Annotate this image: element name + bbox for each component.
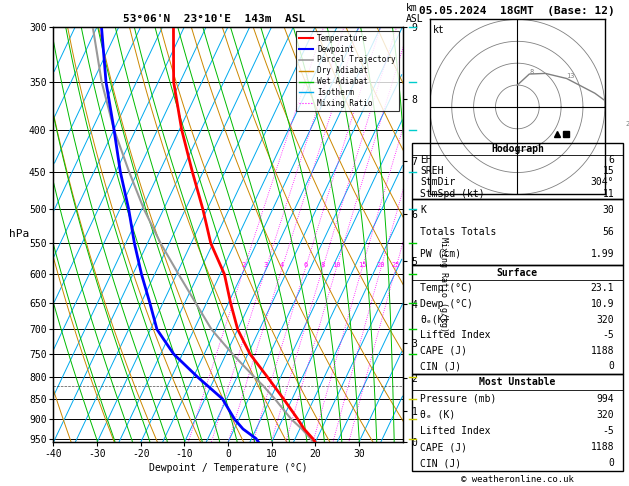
Text: 994: 994 [597,394,615,403]
Text: © weatheronline.co.uk: © weatheronline.co.uk [461,474,574,484]
Text: CIN (J): CIN (J) [420,362,462,371]
Text: Pressure (mb): Pressure (mb) [420,394,497,403]
Text: StmDir: StmDir [420,177,455,188]
Text: 304°: 304° [591,177,615,188]
Text: 15: 15 [603,166,615,176]
Text: PW (cm): PW (cm) [420,249,462,259]
Text: Most Unstable: Most Unstable [479,377,555,387]
Text: 8: 8 [320,262,325,268]
Text: 2: 2 [242,262,246,268]
Text: hPa: hPa [9,229,29,240]
Text: SREH: SREH [420,166,444,176]
Text: 53°06'N  23°10'E  143m  ASL: 53°06'N 23°10'E 143m ASL [123,14,305,24]
Text: K: K [420,205,426,215]
Text: Dewp (°C): Dewp (°C) [420,299,473,309]
Text: 05.05.2024  18GMT  (Base: 12): 05.05.2024 18GMT (Base: 12) [420,6,615,16]
Text: Lifted Index: Lifted Index [420,330,491,340]
Text: 11: 11 [603,189,615,199]
Text: CAPE (J): CAPE (J) [420,442,467,452]
Text: 0: 0 [608,362,615,371]
Text: 4: 4 [280,262,284,268]
Text: 30: 30 [603,205,615,215]
Legend: Temperature, Dewpoint, Parcel Trajectory, Dry Adiabat, Wet Adiabat, Isotherm, Mi: Temperature, Dewpoint, Parcel Trajectory… [296,31,399,111]
Text: StmSpd (kt): StmSpd (kt) [420,189,485,199]
X-axis label: Dewpoint / Temperature (°C): Dewpoint / Temperature (°C) [148,463,308,473]
Text: 320: 320 [597,410,615,420]
Text: 25: 25 [391,262,400,268]
Text: 1188: 1188 [591,346,615,356]
Text: 23.1: 23.1 [591,283,615,294]
Text: 3: 3 [264,262,268,268]
Text: -5: -5 [603,330,615,340]
Text: 13: 13 [567,73,575,80]
Text: 0: 0 [608,458,615,469]
Text: CAPE (J): CAPE (J) [420,346,467,356]
Text: Surface: Surface [497,268,538,278]
Text: 56: 56 [603,227,615,237]
Text: θₑ(K): θₑ(K) [420,314,450,325]
Text: 320: 320 [597,314,615,325]
Text: CIN (J): CIN (J) [420,458,462,469]
Text: 8: 8 [530,69,533,75]
Text: kt: kt [433,25,445,35]
Text: 10.9: 10.9 [591,299,615,309]
Text: 15: 15 [358,262,366,268]
Text: 1188: 1188 [591,442,615,452]
Text: EH: EH [420,155,432,165]
Text: Totals Totals: Totals Totals [420,227,497,237]
Text: Hodograph: Hodograph [491,144,544,154]
Text: 6: 6 [303,262,308,268]
Text: 20: 20 [377,262,385,268]
Text: Mixing Ratio (g/kg): Mixing Ratio (g/kg) [439,237,448,332]
Text: Temp (°C): Temp (°C) [420,283,473,294]
Text: 6: 6 [608,155,615,165]
Text: km
ASL: km ASL [406,3,423,24]
Text: 25: 25 [625,121,629,127]
Text: 1.99: 1.99 [591,249,615,259]
Text: 10: 10 [332,262,340,268]
Text: -5: -5 [603,426,615,436]
Text: θₑ (K): θₑ (K) [420,410,455,420]
Text: Lifted Index: Lifted Index [420,426,491,436]
